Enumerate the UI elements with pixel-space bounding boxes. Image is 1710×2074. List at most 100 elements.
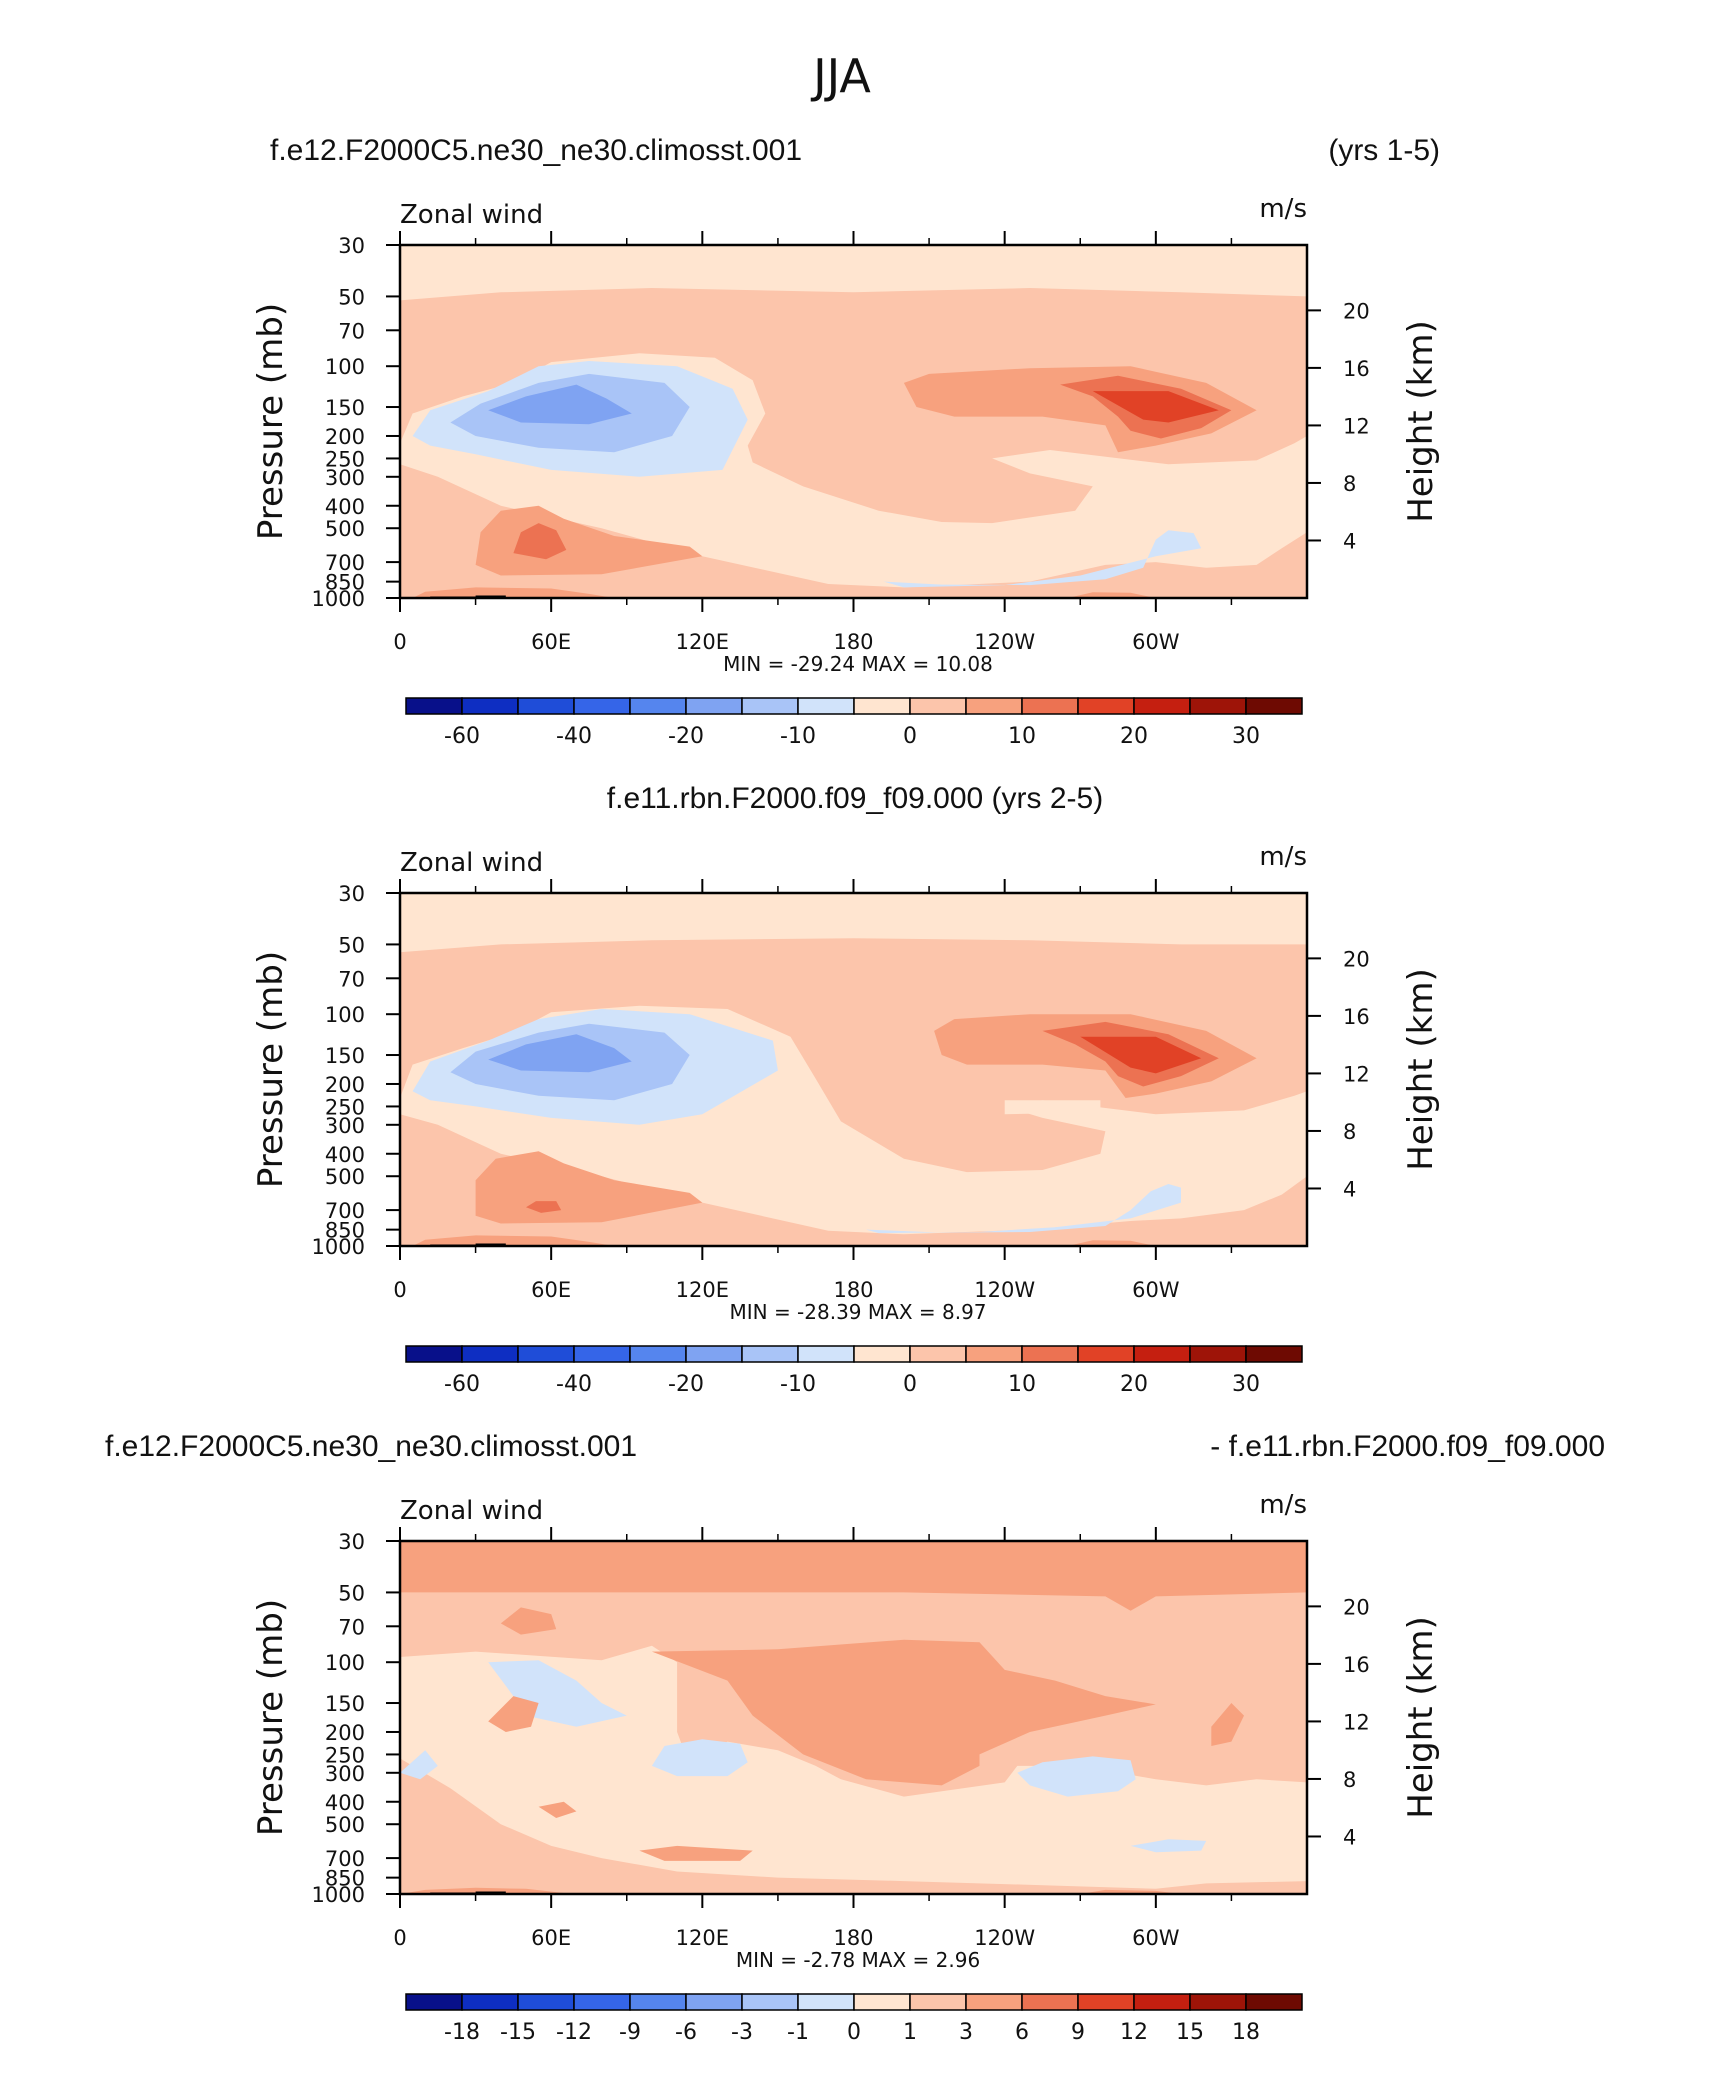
- units-label: m/s: [1259, 194, 1307, 224]
- contour-region-7: [400, 1750, 438, 1780]
- colorbar-label: 10: [1008, 724, 1036, 749]
- contour-field: [400, 1541, 1307, 1894]
- colorbar-swatch: [965, 1993, 1023, 2011]
- contour-region-9: [1004, 1100, 1101, 1115]
- p-tick-label: 100: [325, 355, 365, 379]
- colorbar-swatch: [405, 1993, 463, 2011]
- case-title: f.e11.rbn.F2000.f09_f09.000 (yrs 2-5): [607, 782, 1103, 815]
- colorbar-swatch: [405, 1345, 463, 1363]
- p-tick-label: 1000: [312, 1883, 365, 1907]
- p-tick-label: 1000: [312, 587, 365, 611]
- p-tick-label: 500: [325, 1813, 365, 1837]
- z-tick-label: 12: [1343, 1710, 1370, 1734]
- colorbar-label: 18: [1232, 2020, 1260, 2045]
- colorbar-label: -40: [556, 724, 592, 749]
- colorbar-label: -1: [787, 2020, 809, 2045]
- z-tick-label: 8: [1343, 472, 1356, 496]
- colorbar-swatch: [1133, 1993, 1191, 2011]
- contour-region-4: [488, 1034, 632, 1073]
- colorbar-swatch: [741, 1993, 799, 2011]
- colorbar-label: 20: [1120, 724, 1148, 749]
- colorbar-swatch: [405, 697, 463, 715]
- colorbar-swatch: [573, 697, 631, 715]
- colorbar-swatch: [573, 1993, 631, 2011]
- x-tick-label: 0: [393, 1278, 406, 1302]
- colorbar-swatch: [1189, 1993, 1247, 2011]
- p-tick-label: 500: [325, 1165, 365, 1189]
- colorbar-swatch: [1133, 697, 1191, 715]
- colorbar-swatch: [517, 1993, 575, 2011]
- contour-region-12: [412, 1235, 615, 1246]
- colorbar-swatch: [1189, 1345, 1247, 1363]
- colorbar-swatch: [1189, 697, 1247, 715]
- z-tick-label: 12: [1343, 414, 1370, 438]
- x-tick-label: 60E: [531, 1926, 571, 1950]
- colorbar-label: -10: [780, 1372, 816, 1397]
- units-label: m/s: [1259, 842, 1307, 872]
- contour-region-3: [651, 1639, 1156, 1786]
- contour-region-2: [400, 1645, 1307, 1889]
- colorbar-label: -3: [731, 2020, 753, 2045]
- colorbar-swatch: [629, 1345, 687, 1363]
- colorbar-swatch: [853, 697, 911, 715]
- x-tick-label: 60W: [1132, 1926, 1180, 1950]
- contour-region-11: [639, 1845, 753, 1861]
- units-label: m/s: [1259, 1490, 1307, 1520]
- p-tick-label: 30: [338, 882, 365, 906]
- p-tick-label: 700: [325, 1199, 365, 1223]
- colorbar-swatch: [797, 697, 855, 715]
- colorbar-label: -20: [668, 724, 704, 749]
- colorbar-swatch: [685, 697, 743, 715]
- p-tick-label: 400: [325, 495, 365, 519]
- p-tick-label: 700: [325, 1847, 365, 1871]
- colorbar-swatch: [741, 1345, 799, 1363]
- colorbar-label: 30: [1232, 1372, 1260, 1397]
- case-title-left: f.e12.F2000C5.ne30_ne30.climosst.001: [105, 1430, 637, 1463]
- x-tick-label: 180: [833, 1278, 873, 1302]
- p-tick-label: 50: [338, 1581, 365, 1605]
- p-tick-label: 70: [338, 1615, 365, 1639]
- p-tick-label: 30: [338, 1530, 365, 1554]
- x-tick-label: 180: [833, 630, 873, 654]
- p-tick-label: 500: [325, 517, 365, 541]
- p-tick-label: 250: [325, 1743, 365, 1767]
- z-tick-label: 20: [1343, 947, 1370, 971]
- p-tick-label: 50: [338, 285, 365, 309]
- z-tick-label: 4: [1343, 1825, 1356, 1849]
- p-tick-label: 100: [325, 1003, 365, 1027]
- colorbar-label: -9: [619, 2020, 641, 2045]
- colorbar-swatch: [685, 1345, 743, 1363]
- colorbar-swatch: [853, 1993, 911, 2011]
- contour-region-5: [883, 530, 1202, 588]
- p-tick-label: 150: [325, 1044, 365, 1068]
- colorbar-swatch: [741, 697, 799, 715]
- colorbar-label: 12: [1120, 2020, 1148, 2045]
- colorbar-swatch: [909, 1345, 967, 1363]
- variable-label: Zonal wind: [400, 1496, 543, 1526]
- colorbar-swatch: [909, 1993, 967, 2011]
- colorbar-label: -60: [444, 724, 480, 749]
- colorbar-swatch: [1077, 697, 1135, 715]
- colorbar-swatch: [461, 1345, 519, 1363]
- colorbar-label: -15: [500, 2020, 536, 2045]
- contour-region-6: [1017, 1756, 1136, 1797]
- min-max-label: MIN = -28.39 MAX = 8.97: [729, 1300, 986, 1324]
- colorbar-swatch: [1133, 1345, 1191, 1363]
- colorbar-swatch: [629, 1993, 687, 2011]
- x-tick-label: 60W: [1132, 630, 1180, 654]
- contour-region-11: [526, 1201, 562, 1213]
- p-tick-label: 150: [325, 396, 365, 420]
- colorbar-label: 10: [1008, 1372, 1036, 1397]
- contour-region-8: [1130, 1839, 1207, 1853]
- p-tick-label: 400: [325, 1791, 365, 1815]
- contour-field: [400, 245, 1307, 598]
- colorbar: -60 -40 -20 -10 0 10 20 30: [405, 697, 1303, 749]
- y-axis-title-right: Height (km): [1401, 1616, 1441, 1819]
- case-title-left: f.e12.F2000C5.ne30_ne30.climosst.001: [270, 134, 802, 167]
- x-tick-label: 60E: [531, 1278, 571, 1302]
- x-tick-label: 60W: [1132, 1278, 1180, 1302]
- colorbar-swatch: [1077, 1345, 1135, 1363]
- variable-label: Zonal wind: [400, 200, 543, 230]
- p-tick-label: 250: [325, 1095, 365, 1119]
- colorbar-label: 20: [1120, 1372, 1148, 1397]
